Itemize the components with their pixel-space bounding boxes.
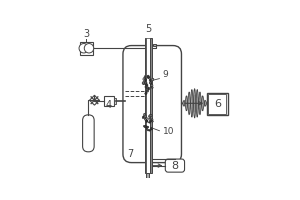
Ellipse shape	[147, 76, 150, 78]
Ellipse shape	[149, 118, 151, 119]
FancyBboxPatch shape	[165, 159, 184, 172]
Text: 10: 10	[163, 127, 174, 136]
Ellipse shape	[150, 127, 153, 130]
Ellipse shape	[145, 86, 147, 88]
Ellipse shape	[151, 86, 153, 88]
Text: 8: 8	[171, 161, 178, 171]
Ellipse shape	[143, 116, 146, 118]
Ellipse shape	[143, 82, 145, 84]
Ellipse shape	[146, 86, 148, 88]
Ellipse shape	[147, 75, 149, 78]
Bar	[208, 94, 226, 114]
Ellipse shape	[145, 126, 147, 128]
Ellipse shape	[148, 122, 151, 123]
Text: 3: 3	[83, 29, 89, 39]
Ellipse shape	[146, 128, 148, 131]
Ellipse shape	[149, 119, 151, 120]
Bar	[80, 42, 93, 55]
Ellipse shape	[143, 78, 145, 81]
Ellipse shape	[146, 117, 147, 119]
Ellipse shape	[151, 82, 152, 85]
Ellipse shape	[146, 84, 148, 86]
Ellipse shape	[151, 78, 154, 81]
Bar	[146, 38, 150, 173]
Ellipse shape	[148, 130, 151, 131]
Bar	[153, 44, 156, 46]
Ellipse shape	[146, 90, 148, 92]
Ellipse shape	[152, 86, 153, 88]
Ellipse shape	[142, 116, 145, 118]
Bar	[114, 98, 116, 104]
Text: 4: 4	[106, 100, 112, 110]
Ellipse shape	[146, 88, 148, 90]
Ellipse shape	[145, 78, 146, 81]
FancyBboxPatch shape	[82, 115, 94, 152]
Ellipse shape	[148, 87, 150, 90]
Ellipse shape	[151, 84, 153, 87]
Ellipse shape	[143, 125, 146, 128]
Ellipse shape	[145, 92, 147, 95]
Ellipse shape	[144, 115, 146, 117]
Text: 7: 7	[127, 149, 133, 159]
Text: 9: 9	[163, 70, 168, 79]
Ellipse shape	[149, 82, 152, 84]
Ellipse shape	[146, 120, 148, 122]
Ellipse shape	[148, 115, 151, 117]
Bar	[145, 38, 146, 173]
Ellipse shape	[149, 79, 151, 81]
Ellipse shape	[146, 126, 149, 128]
Ellipse shape	[142, 82, 145, 84]
Bar	[150, 38, 152, 173]
Text: 5: 5	[146, 24, 152, 34]
Bar	[207, 93, 228, 115]
Ellipse shape	[144, 113, 146, 116]
Ellipse shape	[144, 76, 146, 78]
Circle shape	[79, 44, 88, 53]
Ellipse shape	[152, 121, 153, 122]
FancyBboxPatch shape	[123, 46, 182, 163]
Ellipse shape	[146, 120, 148, 122]
Circle shape	[84, 44, 94, 53]
Text: 6: 6	[214, 99, 221, 109]
Ellipse shape	[144, 82, 147, 84]
Ellipse shape	[144, 118, 146, 120]
Ellipse shape	[151, 119, 153, 121]
Bar	[104, 96, 114, 106]
Bar	[146, 173, 149, 179]
Ellipse shape	[150, 114, 152, 117]
Ellipse shape	[150, 119, 153, 122]
